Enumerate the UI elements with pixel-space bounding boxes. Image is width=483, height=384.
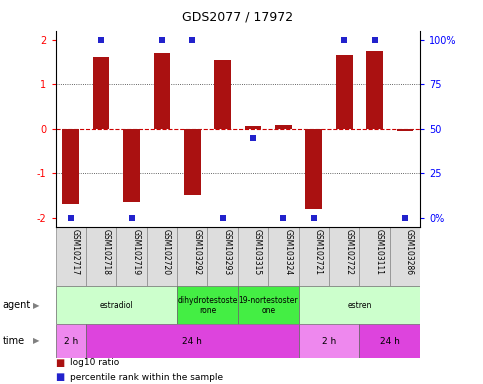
Text: time: time [2,336,25,346]
Bar [86,324,298,358]
Bar [275,125,292,129]
Bar [397,129,413,131]
Text: GSM102719: GSM102719 [131,229,141,275]
Bar [184,129,200,195]
Text: dihydrotestoste
rone: dihydrotestoste rone [177,296,238,315]
Text: agent: agent [2,300,30,310]
Text: GSM103315: GSM103315 [253,229,262,275]
Bar [245,126,261,129]
Text: GDS2077 / 17972: GDS2077 / 17972 [182,11,294,24]
Bar [177,227,208,286]
Text: GSM102721: GSM102721 [314,229,323,275]
Bar [366,51,383,129]
Text: 2 h: 2 h [322,337,336,346]
Text: GSM102718: GSM102718 [101,229,110,275]
Bar [329,227,359,286]
Bar [116,227,147,286]
Bar [238,227,268,286]
Bar [56,286,177,324]
Bar [336,55,353,129]
Text: GSM103292: GSM103292 [192,229,201,275]
Text: GSM103111: GSM103111 [375,229,384,275]
Bar [390,227,420,286]
Bar [56,227,86,286]
Text: ▶: ▶ [33,336,39,346]
Text: GSM103286: GSM103286 [405,229,414,275]
Text: GSM102722: GSM102722 [344,229,353,275]
Bar [268,227,298,286]
Text: estradiol: estradiol [99,301,133,310]
Text: GSM103324: GSM103324 [284,229,293,275]
Bar [93,58,110,129]
Text: 2 h: 2 h [64,337,78,346]
Bar [298,227,329,286]
Text: percentile rank within the sample: percentile rank within the sample [70,372,223,382]
Bar [177,286,238,324]
Bar [359,227,390,286]
Text: GSM103293: GSM103293 [223,229,232,275]
Text: 24 h: 24 h [183,337,202,346]
Bar [305,129,322,209]
Bar [154,53,170,129]
Text: ■: ■ [56,358,65,368]
Text: log10 ratio: log10 ratio [70,358,119,367]
Text: ■: ■ [56,372,65,382]
Bar [147,227,177,286]
Bar [238,286,298,324]
Text: 24 h: 24 h [380,337,400,346]
Text: GSM102717: GSM102717 [71,229,80,275]
Text: estren: estren [347,301,371,310]
Text: 19-nortestoster
one: 19-nortestoster one [239,296,298,315]
Bar [298,286,420,324]
Bar [208,227,238,286]
Bar [214,60,231,129]
Bar [123,129,140,202]
Bar [62,129,79,204]
Bar [56,324,86,358]
Bar [359,324,420,358]
Text: ▶: ▶ [33,301,39,310]
Bar [298,324,359,358]
Text: GSM102720: GSM102720 [162,229,171,275]
Bar [86,227,116,286]
